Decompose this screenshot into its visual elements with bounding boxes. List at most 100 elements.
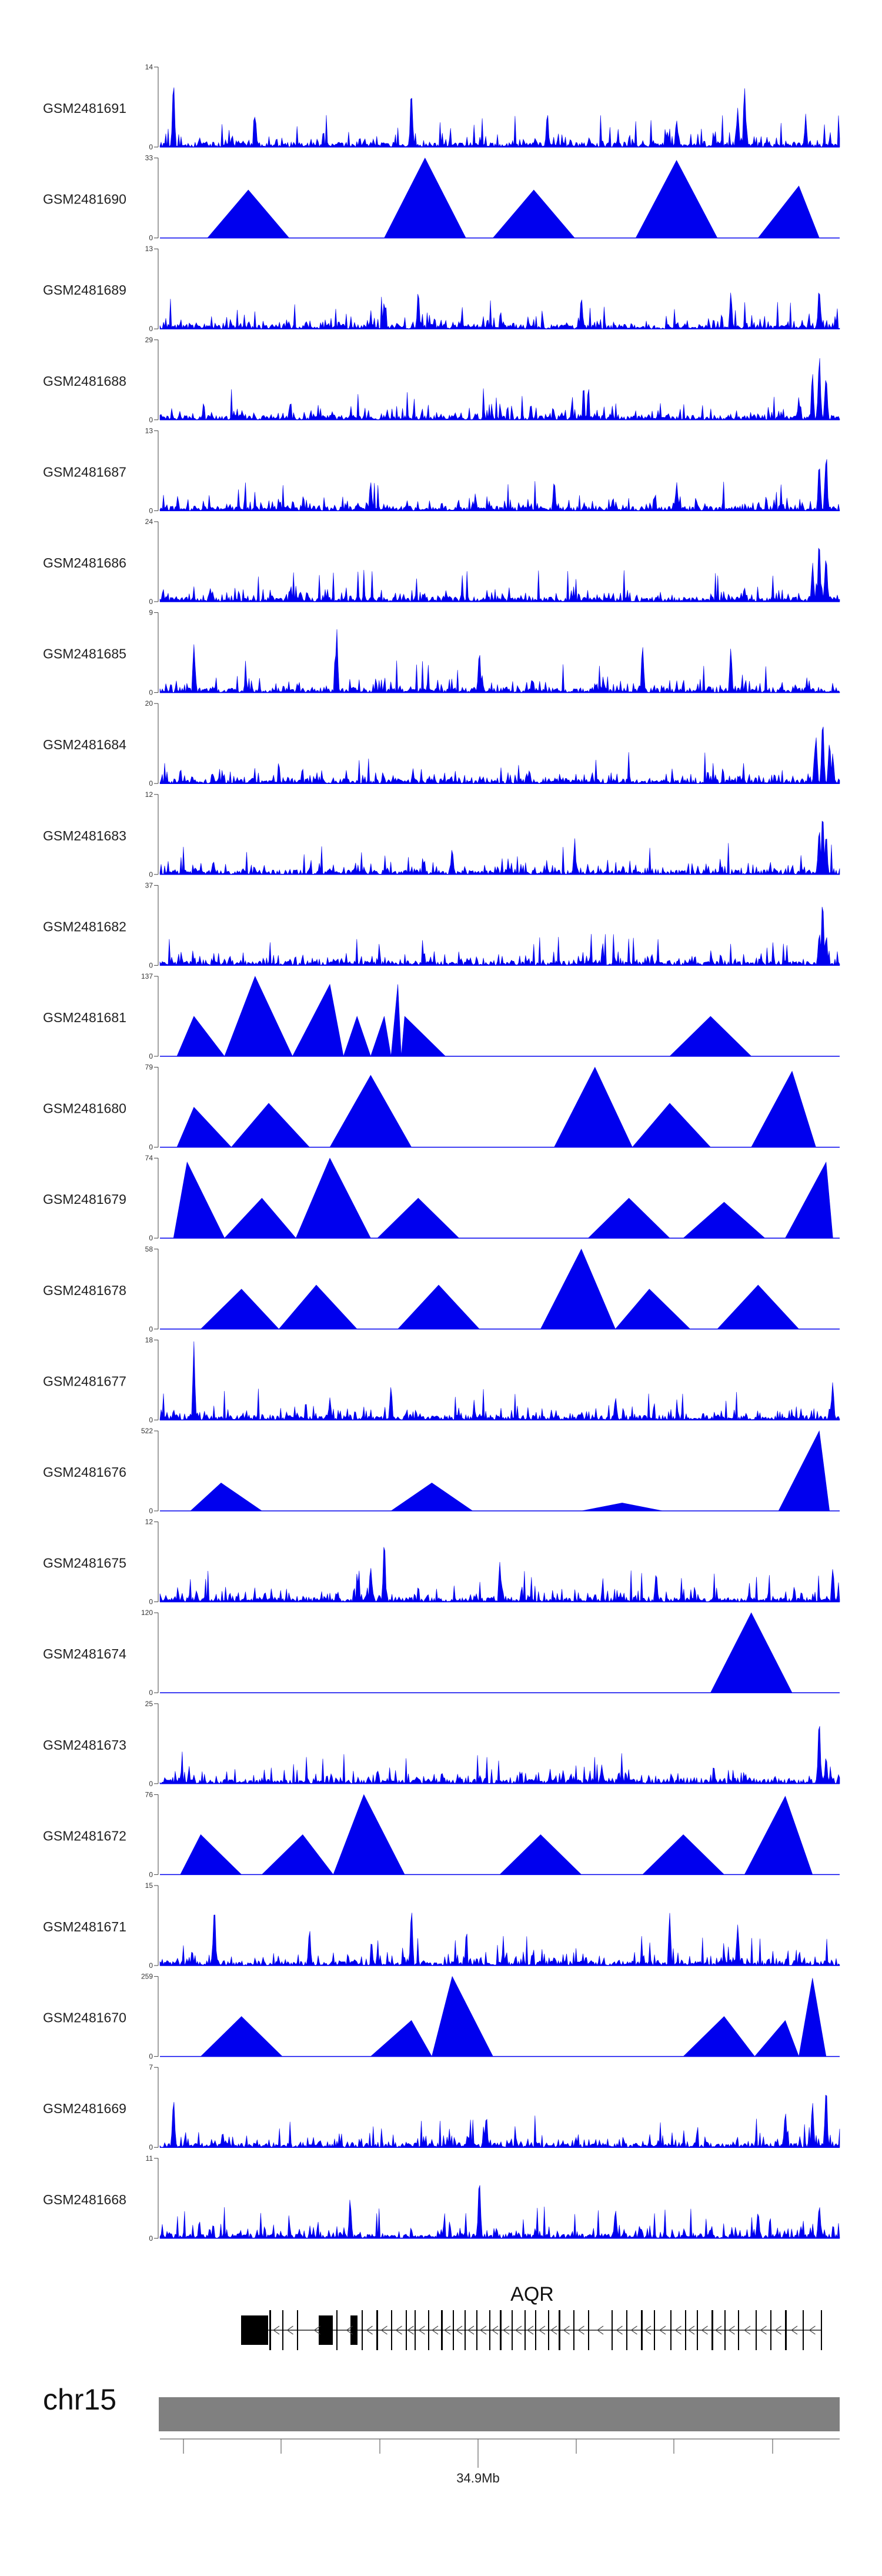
exon-block bbox=[282, 2310, 283, 2350]
exon-block bbox=[785, 2310, 787, 2350]
track-label: GSM2481682 bbox=[43, 919, 126, 934]
y-max-label: 79 bbox=[145, 1063, 153, 1072]
track-label: GSM2481670 bbox=[43, 2010, 126, 2026]
y-max-label: 259 bbox=[141, 1973, 153, 1981]
track-label: GSM2481691 bbox=[43, 101, 126, 116]
chromosome-label: chr15 bbox=[43, 2383, 116, 2416]
y-max-label: 76 bbox=[145, 1790, 153, 1798]
strand-arrow bbox=[616, 2325, 623, 2335]
track-GSM2481681: GSM2481681 137 0 bbox=[43, 972, 840, 1060]
strand-arrow bbox=[526, 2325, 534, 2335]
exon-block bbox=[476, 2310, 477, 2350]
exon-block bbox=[512, 2310, 513, 2350]
track-label: GSM2481677 bbox=[43, 1373, 126, 1389]
y-zero-label: 0 bbox=[149, 1325, 153, 1333]
y-zero-label: 0 bbox=[149, 1961, 153, 1970]
strand-arrow bbox=[366, 2325, 373, 2335]
y-zero-label: 0 bbox=[149, 1689, 153, 1697]
strand-arrow bbox=[479, 2325, 487, 2335]
exon-block bbox=[573, 2310, 574, 2350]
strand-arrow bbox=[502, 2325, 510, 2335]
gene-name-label: AQR bbox=[510, 2283, 554, 2305]
exon-block bbox=[738, 2310, 739, 2350]
coverage-area bbox=[159, 726, 840, 785]
coverage-area bbox=[159, 1726, 840, 1784]
gene-model-aqr: AQR bbox=[241, 2283, 822, 2350]
strand-arrow bbox=[563, 2325, 570, 2335]
y-max-label: 29 bbox=[145, 336, 153, 344]
strand-arrow bbox=[443, 2325, 451, 2335]
y-zero-label: 0 bbox=[149, 2143, 153, 2151]
track-GSM2481688: GSM2481688 29 0 bbox=[43, 336, 840, 424]
strand-arrow bbox=[395, 2325, 402, 2335]
exon-block bbox=[654, 2310, 655, 2350]
y-max-label: 7 bbox=[149, 2063, 153, 2071]
coverage-area bbox=[159, 87, 840, 148]
y-zero-label: 0 bbox=[149, 1870, 153, 1878]
track-GSM2481675: GSM2481675 12 0 bbox=[43, 1518, 840, 1606]
coverage-area bbox=[159, 1341, 840, 1421]
strand-arrow bbox=[687, 2325, 695, 2335]
y-max-label: 25 bbox=[145, 1700, 153, 1708]
track-GSM2481670: GSM2481670 259 0 bbox=[43, 1973, 840, 2061]
y-zero-label: 0 bbox=[149, 961, 153, 969]
gene-structure bbox=[241, 2310, 822, 2350]
y-zero-label: 0 bbox=[149, 234, 153, 242]
exon-block bbox=[612, 2310, 613, 2350]
exon-block bbox=[241, 2315, 268, 2345]
track-GSM2481689: GSM2481689 13 0 bbox=[43, 245, 840, 333]
exon-block bbox=[319, 2315, 333, 2345]
y-max-label: 33 bbox=[145, 154, 153, 162]
track-GSM2481684: GSM2481684 20 0 bbox=[43, 699, 840, 788]
position-tick-label: 34.9Mb bbox=[456, 2471, 499, 2485]
track-GSM2481687: GSM2481687 13 0 bbox=[43, 426, 840, 515]
exon-block bbox=[803, 2310, 804, 2350]
y-max-label: 12 bbox=[145, 1518, 153, 1526]
track-label: GSM2481674 bbox=[43, 1646, 126, 1661]
y-zero-label: 0 bbox=[149, 689, 153, 697]
y-max-label: 15 bbox=[145, 1881, 153, 1890]
strand-arrow bbox=[538, 2325, 546, 2335]
strand-arrow bbox=[286, 2325, 293, 2335]
chromosome-bar bbox=[159, 2397, 840, 2431]
strand-arrow bbox=[743, 2325, 751, 2335]
y-max-label: 24 bbox=[145, 518, 153, 526]
strand-arrow bbox=[630, 2325, 637, 2335]
y-zero-label: 0 bbox=[149, 870, 153, 879]
strand-arrow bbox=[514, 2325, 522, 2335]
track-GSM2481672: GSM2481672 76 0 bbox=[43, 1790, 840, 1878]
exon-block bbox=[391, 2310, 392, 2350]
exon-block bbox=[441, 2310, 443, 2350]
y-zero-label: 0 bbox=[149, 598, 153, 606]
y-zero-label: 0 bbox=[149, 779, 153, 788]
genomic-position-ticks bbox=[160, 2438, 840, 2468]
strand-arrow bbox=[701, 2325, 708, 2335]
y-max-label: 120 bbox=[141, 1609, 153, 1617]
y-max-label: 13 bbox=[145, 426, 153, 435]
coverage-area bbox=[159, 820, 840, 875]
track-GSM2481674: GSM2481674 120 0 bbox=[43, 1609, 840, 1697]
track-GSM2481682: GSM2481682 37 0 bbox=[43, 881, 840, 969]
coverage-area bbox=[160, 1612, 840, 1693]
strand-arrow bbox=[659, 2325, 666, 2335]
y-zero-label: 0 bbox=[149, 1416, 153, 1424]
y-zero-label: 0 bbox=[149, 1234, 153, 1242]
y-zero-label: 0 bbox=[149, 1598, 153, 1606]
y-zero-label: 0 bbox=[149, 2053, 153, 2061]
strand-arrow bbox=[596, 2325, 604, 2335]
track-label: GSM2481678 bbox=[43, 1283, 126, 1298]
strand-arrow bbox=[644, 2325, 652, 2335]
track-GSM2481679: GSM2481679 74 0 bbox=[43, 1154, 840, 1242]
exon-block bbox=[711, 2310, 713, 2350]
strand-arrow bbox=[313, 2325, 320, 2335]
track-GSM2481673: GSM2481673 25 0 bbox=[43, 1700, 840, 1788]
track-label: GSM2481679 bbox=[43, 1192, 126, 1207]
exon-block bbox=[770, 2310, 771, 2350]
track-GSM2481668: GSM2481668 11 0 bbox=[43, 2154, 840, 2243]
coverage-area bbox=[159, 358, 840, 421]
exon-block bbox=[697, 2310, 698, 2350]
y-zero-label: 0 bbox=[149, 1780, 153, 1788]
track-label: GSM2481672 bbox=[43, 1828, 126, 1843]
exon-block bbox=[465, 2310, 466, 2350]
